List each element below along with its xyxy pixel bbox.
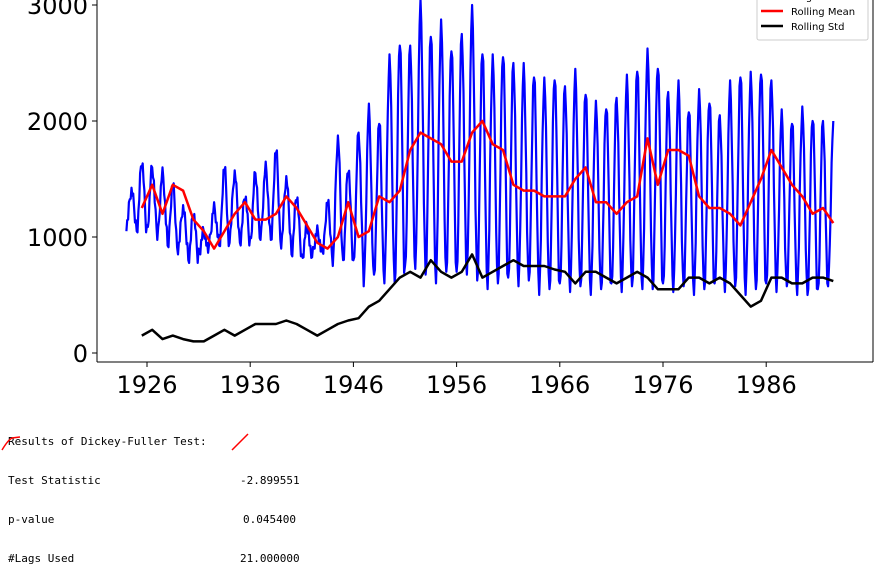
axes: 1926 1936 1946 1956 1966 1976 1986 0 1000 2000 300… [27, 0, 874, 399]
row-label: p-value [8, 513, 55, 526]
x-tick-label: 1976 [632, 371, 693, 399]
legend-box [756, 0, 869, 41]
x-tick-label: 1986 [736, 371, 797, 399]
series-lines [125, 0, 835, 343]
output-heading: Results of Dickey-Fuller Test: [8, 435, 207, 448]
row-value: 0.045400 [243, 513, 296, 526]
x-tick-label: 1926 [116, 371, 177, 399]
row-label: #Lags Used [8, 552, 75, 565]
original-series-line [125, 0, 835, 297]
output-row-test-statistic: Test Statistic -2.899551 [8, 474, 300, 487]
row-label: Test Statistic [8, 474, 101, 487]
output-row-p-value: p-value 0.045400 [8, 513, 296, 526]
annotation-stroke [1, 436, 21, 451]
red-annotation-marks [1, 433, 249, 451]
row-value: 21.000000 [240, 552, 300, 565]
legend-label: Rolling Std [791, 22, 844, 33]
y-tick-label: 2000 [27, 108, 88, 136]
rolling-std-line [141, 253, 834, 343]
x-tick-label: 1936 [220, 371, 281, 399]
x-tick-label: 1956 [426, 371, 487, 399]
legend-label: Original [791, 0, 830, 3]
y-tick-label: 3000 [27, 0, 88, 20]
y-tick-label: 1000 [27, 224, 88, 252]
rolling-mean-line [140, 119, 835, 250]
x-tick-label: 1946 [323, 371, 384, 399]
rolling-statistics-chart: 1926 1936 1946 1956 1966 1976 1986 0 1000 2000 300… [27, 0, 874, 399]
x-tick-label: 1966 [529, 371, 590, 399]
y-tick-label: 0 [73, 340, 88, 368]
legend: Original Rolling Mean Rolling Std [756, 0, 869, 41]
annotation-stroke [231, 433, 249, 451]
row-value: -2.899551 [240, 474, 300, 487]
legend-label: Rolling Mean [791, 7, 855, 18]
output-row-lags-used: #Lags Used 21.000000 [8, 552, 300, 565]
